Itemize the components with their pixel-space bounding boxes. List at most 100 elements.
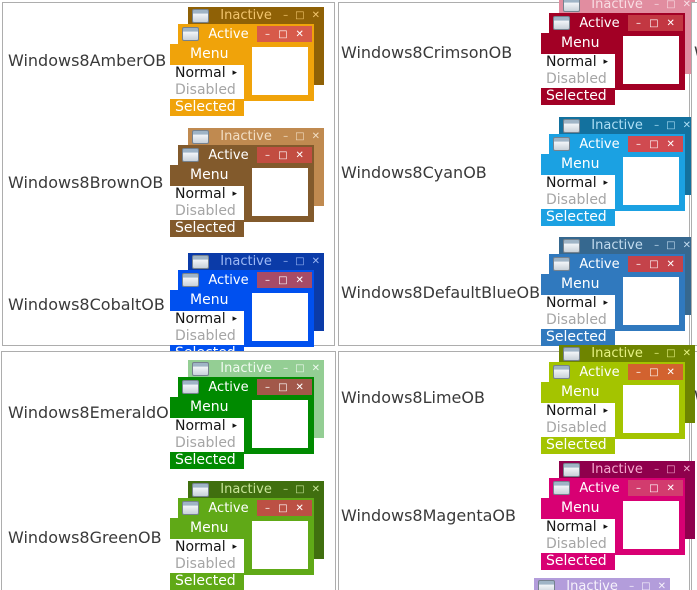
maximize-icon[interactable]: □ [649,366,659,378]
inactive-titlebar[interactable]: Inactive – □ ✕ [559,461,695,478]
close-icon[interactable]: ✕ [666,258,675,270]
menu-item-selected[interactable]: Selected [541,209,615,226]
minimize-icon[interactable]: – [654,463,660,475]
active-titlebar[interactable]: Active – □ ✕ [549,134,685,154]
active-titlebar[interactable]: Active – □ ✕ [549,13,685,33]
active-titlebar[interactable]: Active – □ ✕ [178,145,314,165]
close-icon[interactable]: ✕ [682,0,691,10]
active-titlebar[interactable]: Active – □ ✕ [549,478,685,498]
minimize-icon[interactable]: – [265,502,271,514]
active-titlebar[interactable]: Active – □ ✕ [549,254,685,274]
inactive-titlebar[interactable]: Inactive – □ ✕ [559,117,695,134]
maximize-icon[interactable]: □ [649,258,659,270]
close-icon[interactable]: ✕ [311,130,320,142]
menu-item-selected[interactable]: Selected [170,220,244,237]
maximize-icon[interactable]: □ [649,138,659,150]
active-window[interactable]: Active – □ ✕ [178,377,314,454]
minimize-icon[interactable]: – [636,138,642,150]
inactive-titlebar[interactable]: Inactive – □ ✕ [559,0,695,13]
maximize-icon[interactable]: □ [295,255,305,267]
inactive-titlebar[interactable]: Inactive – □ ✕ [534,578,670,590]
maximize-icon[interactable]: □ [278,149,288,161]
menu-header[interactable]: Menu [170,165,244,186]
menu-item-selected[interactable]: Selected [170,452,244,469]
menu-header[interactable]: Menu [541,498,615,519]
menu-item-normal[interactable]: Normal ▸ [170,418,244,435]
maximize-icon[interactable]: □ [295,9,305,21]
menu-header[interactable]: Menu [541,382,615,403]
maximize-icon[interactable]: □ [278,274,288,286]
close-icon[interactable]: ✕ [311,483,320,495]
inactive-titlebar[interactable]: Inactive – □ ✕ [559,345,695,362]
close-icon[interactable]: ✕ [682,119,691,131]
active-titlebar[interactable]: Active – □ ✕ [178,377,314,397]
close-icon[interactable]: ✕ [295,274,304,286]
inactive-titlebar[interactable]: Inactive – □ ✕ [188,481,324,498]
active-titlebar[interactable]: Active – □ ✕ [178,24,314,44]
menu-item-normal[interactable]: Normal ▸ [541,295,615,312]
active-titlebar[interactable]: Active – □ ✕ [178,270,314,290]
minimize-icon[interactable]: – [283,255,289,267]
close-icon[interactable]: ✕ [295,28,304,40]
minimize-icon[interactable]: – [265,274,271,286]
menu-item-selected[interactable]: Selected [541,553,615,570]
maximize-icon[interactable]: □ [666,119,676,131]
menu-header[interactable]: Menu [170,44,244,65]
menu-item-normal[interactable]: Normal ▸ [170,186,244,203]
close-icon[interactable]: ✕ [682,463,691,475]
close-icon[interactable]: ✕ [295,381,304,393]
maximize-icon[interactable]: □ [295,130,305,142]
maximize-icon[interactable]: □ [278,502,288,514]
close-icon[interactable]: ✕ [682,347,691,359]
active-titlebar[interactable]: Active – □ ✕ [549,362,685,382]
maximize-icon[interactable]: □ [278,381,288,393]
minimize-icon[interactable]: – [636,258,642,270]
inactive-titlebar[interactable]: Inactive – □ ✕ [188,128,324,145]
maximize-icon[interactable]: □ [295,483,305,495]
menu-item-selected[interactable]: Selected [170,99,244,116]
minimize-icon[interactable]: – [654,119,660,131]
menu-header[interactable]: Menu [170,397,244,418]
minimize-icon[interactable]: – [636,482,642,494]
menu-item-normal[interactable]: Normal ▸ [541,175,615,192]
minimize-icon[interactable]: – [636,366,642,378]
maximize-icon[interactable]: □ [666,0,676,10]
maximize-icon[interactable]: □ [666,239,676,251]
inactive-titlebar[interactable]: Inactive – □ ✕ [188,360,324,377]
close-icon[interactable]: ✕ [682,239,691,251]
minimize-icon[interactable]: – [283,9,289,21]
menu-item-selected[interactable]: Selected [541,88,615,105]
active-titlebar[interactable]: Active – □ ✕ [178,498,314,518]
menu-item-normal[interactable]: Normal ▸ [170,311,244,328]
maximize-icon[interactable]: □ [278,28,288,40]
minimize-icon[interactable]: – [283,483,289,495]
minimize-icon[interactable]: – [654,0,660,10]
minimize-icon[interactable]: – [636,17,642,29]
menu-header[interactable]: Menu [541,33,615,54]
minimize-icon[interactable]: – [654,347,660,359]
menu-item-selected[interactable]: Selected [170,573,244,590]
menu-header[interactable]: Menu [541,154,615,175]
minimize-icon[interactable]: – [283,362,289,374]
minimize-icon[interactable]: – [629,580,635,590]
inactive-titlebar[interactable]: Inactive – □ ✕ [559,237,695,254]
menu-header[interactable]: Menu [170,290,244,311]
close-icon[interactable]: ✕ [295,502,304,514]
minimize-icon[interactable]: – [265,381,271,393]
inactive-titlebar[interactable]: Inactive – □ ✕ [188,253,324,270]
clipped-inactive-window[interactable]: Inactive – □ ✕ [534,578,670,590]
menu-item-selected[interactable]: Selected [541,437,615,454]
close-icon[interactable]: ✕ [666,138,675,150]
minimize-icon[interactable]: – [654,239,660,251]
minimize-icon[interactable]: – [283,130,289,142]
menu-header[interactable]: Menu [170,518,244,539]
minimize-icon[interactable]: – [265,28,271,40]
maximize-icon[interactable]: □ [641,580,651,590]
close-icon[interactable]: ✕ [295,149,304,161]
menu-item-selected[interactable]: Selected [541,329,615,346]
maximize-icon[interactable]: □ [649,17,659,29]
close-icon[interactable]: ✕ [666,17,675,29]
menu-item-normal[interactable]: Normal ▸ [541,519,615,536]
minimize-icon[interactable]: – [265,149,271,161]
maximize-icon[interactable]: □ [666,463,676,475]
